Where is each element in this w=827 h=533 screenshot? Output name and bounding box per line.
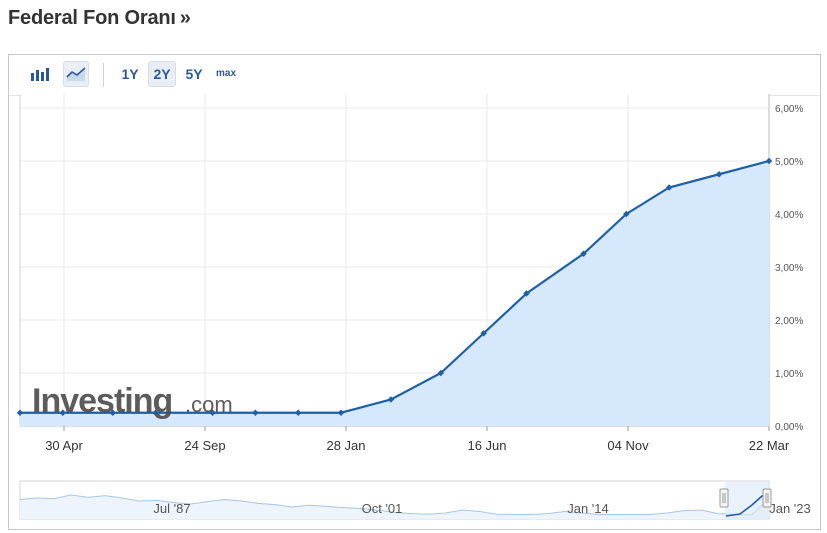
x-tick-label: 22 Mar — [749, 438, 790, 453]
data-point[interactable] — [109, 409, 116, 416]
data-point[interactable] — [209, 409, 216, 416]
title-arrow-link[interactable]: » — [179, 6, 191, 29]
watermark-suffix: .com — [185, 392, 233, 417]
data-point[interactable] — [480, 330, 487, 337]
data-point[interactable] — [523, 290, 530, 297]
data-point[interactable] — [387, 396, 395, 403]
bar-chart-button[interactable] — [27, 61, 53, 87]
data-point[interactable] — [765, 157, 773, 165]
data-point[interactable] — [665, 184, 673, 191]
bar-chart-icon — [31, 68, 49, 81]
navigator-selection[interactable] — [725, 481, 769, 519]
x-tick-label: 30 Apr — [45, 438, 83, 453]
range-1y-button[interactable]: 1Y — [121, 66, 139, 82]
x-tick-label: 28 Jan — [326, 438, 365, 453]
range-2y-button[interactable]: 2Y — [148, 61, 176, 87]
data-point[interactable] — [59, 409, 66, 416]
data-point[interactable] — [152, 409, 159, 416]
data-point[interactable] — [337, 409, 345, 416]
data-point[interactable] — [580, 250, 587, 257]
x-tick-label: 16 Jun — [467, 438, 506, 453]
x-tick-label: 04 Nov — [607, 438, 649, 453]
range-max-button[interactable]: max — [215, 68, 236, 79]
toolbar-separator — [103, 63, 104, 87]
navigator-handle-left[interactable] — [719, 488, 729, 508]
x-tick-label: 24 Sep — [184, 438, 225, 453]
page-title-wrap: Federal Fon Oranı » — [8, 4, 191, 32]
navigator-label: Jan '14 — [567, 501, 609, 516]
area-fill — [20, 161, 769, 426]
data-point[interactable] — [252, 409, 259, 416]
y-tick-label: 4,00% — [775, 210, 803, 221]
watermark-logo: Investing — [32, 382, 172, 420]
y-tick-label: 3,00% — [775, 263, 803, 274]
navigator-handle-right[interactable] — [762, 488, 772, 508]
navigator-label: Jan '23 — [769, 501, 811, 516]
area-chart-button[interactable] — [63, 61, 89, 87]
area-chart-icon — [66, 67, 86, 81]
navigator-line — [19, 494, 770, 515]
y-tick-label: 2,00% — [775, 316, 803, 327]
data-point[interactable] — [295, 409, 302, 416]
data-point[interactable] — [715, 171, 723, 178]
page-title: Federal Fon Oranı — [8, 6, 176, 29]
y-tick-label: 6,00% — [775, 104, 803, 115]
navigator-label: Oct '01 — [362, 501, 403, 516]
range-5y-button[interactable]: 5Y — [185, 66, 203, 82]
data-point[interactable] — [623, 210, 630, 218]
data-point[interactable] — [16, 409, 24, 416]
y-tick-label: 0,00% — [775, 422, 803, 433]
navigator-label: Jul '87 — [153, 501, 190, 516]
y-tick-label: 5,00% — [775, 157, 803, 168]
data-point[interactable] — [437, 369, 445, 377]
y-tick-label: 1,00% — [775, 369, 803, 380]
